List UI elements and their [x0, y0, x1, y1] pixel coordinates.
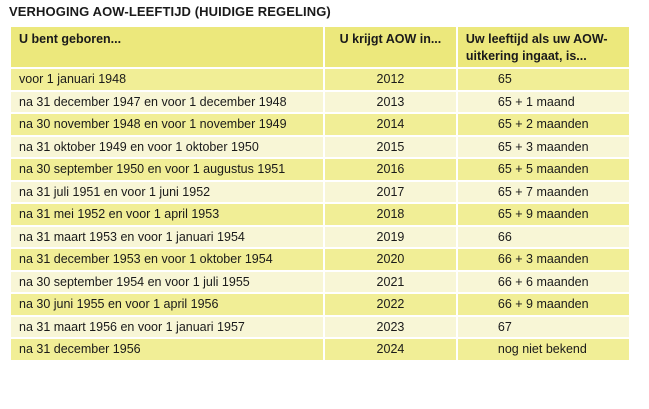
cell-year: 2015 — [325, 136, 456, 157]
table-row: na 31 mei 1952 en voor 1 april 1953 2018… — [11, 204, 629, 225]
header-age: Uw leeftijd als uw AOW-uitkering ingaat,… — [457, 27, 629, 67]
cell-age: 65 + 7 maanden — [457, 181, 629, 202]
page-title: VERHOGING AOW-LEEFTIJD (HUIDIGE REGELING… — [9, 4, 331, 19]
cell-year: 2023 — [325, 316, 456, 337]
cell-born: na 30 juni 1955 en voor 1 april 1956 — [11, 294, 324, 315]
cell-born: na 30 november 1948 en voor 1 november 1… — [11, 114, 324, 135]
table-row: na 31 maart 1956 en voor 1 januari 1957 … — [11, 316, 629, 337]
cell-born: na 31 mei 1952 en voor 1 april 1953 — [11, 204, 324, 225]
cell-born: na 31 december 1947 en voor 1 december 1… — [11, 91, 324, 112]
cell-born: na 31 maart 1956 en voor 1 januari 1957 — [11, 316, 324, 337]
aow-age-table: U bent geboren... U krijgt AOW in... Uw … — [9, 25, 631, 362]
cell-born: na 30 september 1950 en voor 1 augustus … — [11, 159, 324, 180]
cell-born: na 31 december 1953 en voor 1 oktober 19… — [11, 249, 324, 270]
cell-born: voor 1 januari 1948 — [11, 69, 324, 90]
cell-year: 2024 — [325, 339, 456, 360]
cell-born: na 31 december 1956 — [11, 339, 324, 360]
table-row: na 30 september 1954 en voor 1 juli 1955… — [11, 271, 629, 292]
cell-age: 65 + 2 maanden — [457, 114, 629, 135]
cell-born: na 31 oktober 1949 en voor 1 oktober 195… — [11, 136, 324, 157]
cell-age: 65 — [457, 69, 629, 90]
table-row: na 30 september 1950 en voor 1 augustus … — [11, 159, 629, 180]
table-row: na 31 maart 1953 en voor 1 januari 1954 … — [11, 226, 629, 247]
cell-age: 66 + 3 maanden — [457, 249, 629, 270]
cell-born: na 31 maart 1953 en voor 1 januari 1954 — [11, 226, 324, 247]
cell-born: na 30 september 1954 en voor 1 juli 1955 — [11, 271, 324, 292]
cell-age: 66 — [457, 226, 629, 247]
table-row: na 31 december 1947 en voor 1 december 1… — [11, 91, 629, 112]
cell-year: 2020 — [325, 249, 456, 270]
table-row: na 31 oktober 1949 en voor 1 oktober 195… — [11, 136, 629, 157]
cell-age: 65 + 9 maanden — [457, 204, 629, 225]
cell-age: 65 + 3 maanden — [457, 136, 629, 157]
table-row: voor 1 januari 1948 2012 65 — [11, 69, 629, 90]
cell-age: 65 + 5 maanden — [457, 159, 629, 180]
cell-year: 2013 — [325, 91, 456, 112]
cell-age: nog niet bekend — [457, 339, 629, 360]
cell-age: 65 + 1 maand — [457, 91, 629, 112]
table-row: na 30 juni 1955 en voor 1 april 1956 202… — [11, 294, 629, 315]
cell-year: 2016 — [325, 159, 456, 180]
cell-born: na 31 juli 1951 en voor 1 juni 1952 — [11, 181, 324, 202]
cell-year: 2022 — [325, 294, 456, 315]
cell-year: 2017 — [325, 181, 456, 202]
header-born: U bent geboren... — [11, 27, 324, 67]
table-row: na 31 juli 1951 en voor 1 juni 1952 2017… — [11, 181, 629, 202]
cell-year: 2021 — [325, 271, 456, 292]
cell-age: 66 + 6 maanden — [457, 271, 629, 292]
cell-year: 2012 — [325, 69, 456, 90]
cell-year: 2019 — [325, 226, 456, 247]
cell-year: 2018 — [325, 204, 456, 225]
table-header-row: U bent geboren... U krijgt AOW in... Uw … — [11, 27, 629, 67]
cell-age: 66 + 9 maanden — [457, 294, 629, 315]
table-row: na 31 december 1953 en voor 1 oktober 19… — [11, 249, 629, 270]
header-aow-year: U krijgt AOW in... — [325, 27, 456, 67]
table-row: na 31 december 1956 2024 nog niet bekend — [11, 339, 629, 360]
cell-age: 67 — [457, 316, 629, 337]
table-row: na 30 november 1948 en voor 1 november 1… — [11, 114, 629, 135]
cell-year: 2014 — [325, 114, 456, 135]
